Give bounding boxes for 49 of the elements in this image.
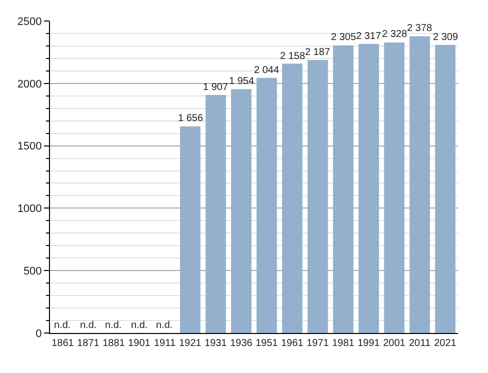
x-tick-label: 1971 bbox=[306, 338, 330, 349]
text: n.d. bbox=[156, 320, 173, 331]
bar bbox=[358, 44, 379, 333]
y-tick-label: 1500 bbox=[17, 140, 42, 153]
x-tick-label: 1961 bbox=[281, 338, 304, 349]
data-label: 2 378 bbox=[407, 23, 432, 34]
bar bbox=[180, 126, 200, 333]
x-tick-label: 1931 bbox=[204, 338, 228, 349]
x-tick-label: 2021 bbox=[434, 338, 457, 349]
data-label: 1 656 bbox=[178, 113, 204, 124]
y-tick-label: 500 bbox=[23, 265, 42, 278]
x-tick-label: 1901 bbox=[128, 338, 151, 349]
text: n.d. bbox=[105, 320, 122, 331]
bar bbox=[435, 44, 456, 333]
x-tick-label: 1911 bbox=[154, 338, 176, 349]
bar bbox=[282, 64, 302, 333]
text: n.d. bbox=[131, 320, 148, 331]
data-label: 2 187 bbox=[305, 47, 330, 58]
data-label: 2 158 bbox=[280, 51, 306, 62]
text: n.d. bbox=[80, 320, 97, 331]
x-tick-label: 1881 bbox=[102, 338, 126, 349]
x-tick-label: 2001 bbox=[383, 338, 406, 349]
data-label: 2 305 bbox=[331, 32, 356, 43]
data-label: 1 954 bbox=[229, 76, 254, 87]
bar bbox=[410, 36, 430, 333]
y-tick-label: 1000 bbox=[17, 203, 42, 216]
y-tick-label: 2500 bbox=[17, 16, 42, 28]
bar bbox=[308, 60, 328, 333]
bar bbox=[333, 45, 354, 333]
data-label: 2 328 bbox=[382, 29, 408, 40]
x-tick-label: 2011 bbox=[408, 338, 431, 349]
x-tick-label: 1936 bbox=[230, 338, 253, 349]
data-label: 2 317 bbox=[356, 31, 382, 42]
bar bbox=[231, 89, 252, 333]
y-tick-label: 2000 bbox=[17, 78, 42, 90]
bar bbox=[206, 95, 226, 333]
x-tick-label: 1981 bbox=[332, 338, 355, 349]
text: n.d. bbox=[54, 320, 71, 331]
x-tick-label: 1991 bbox=[358, 338, 380, 349]
y-tick-label: 0 bbox=[36, 328, 42, 340]
bar bbox=[256, 78, 277, 333]
x-tick-label: 1921 bbox=[179, 338, 202, 349]
data-label: 1 907 bbox=[203, 82, 228, 93]
data-label: 2 309 bbox=[433, 32, 458, 43]
bar bbox=[384, 42, 404, 333]
data-label: 2 044 bbox=[254, 65, 280, 76]
x-tick-label: 1871 bbox=[77, 338, 100, 349]
x-tick-label: 1861 bbox=[52, 338, 74, 349]
x-tick-label: 1951 bbox=[256, 338, 278, 349]
